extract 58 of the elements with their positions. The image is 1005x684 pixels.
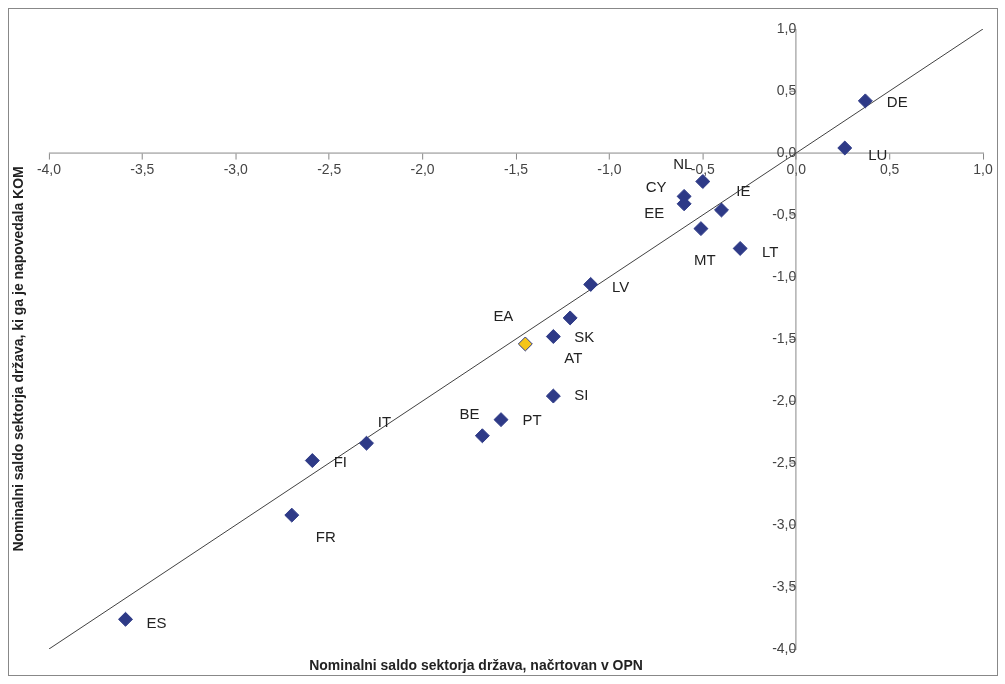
annotation: IE bbox=[736, 182, 751, 200]
y-tick-label: -0,5 bbox=[772, 205, 797, 222]
point bbox=[118, 611, 133, 627]
annotation: SI bbox=[574, 386, 589, 404]
annotation: SK bbox=[574, 328, 595, 345]
point bbox=[837, 140, 853, 156]
y-tick-label: -1,5 bbox=[772, 329, 797, 346]
x-tick-label: -1,0 bbox=[597, 161, 622, 178]
x-tick-label: -3,5 bbox=[130, 161, 155, 178]
point bbox=[562, 310, 578, 326]
point bbox=[284, 507, 300, 523]
point bbox=[857, 93, 873, 109]
y-tick-label: -3,0 bbox=[772, 515, 797, 532]
x-axis-title: Nominalni saldo sektorja država, načrtovan v OPN bbox=[309, 656, 643, 673]
annotation: NL bbox=[673, 154, 693, 172]
annotation: FI bbox=[333, 452, 347, 470]
annotation: MT bbox=[694, 250, 716, 268]
y-tick-label: 0,5 bbox=[776, 81, 797, 98]
annotation: IT bbox=[377, 413, 392, 431]
annotation: DE bbox=[886, 93, 908, 110]
annotation: FR bbox=[315, 528, 336, 546]
annotation: BE bbox=[459, 404, 480, 422]
annotation: CY bbox=[645, 177, 667, 195]
y-axis-title: Nominalni saldo sektorja država, ki ga je napovedala KOM bbox=[9, 166, 26, 552]
x-tick-label: -0,5 bbox=[690, 161, 716, 178]
y-tick-label: -4,0 bbox=[772, 639, 797, 656]
point bbox=[583, 276, 599, 292]
point bbox=[545, 329, 561, 345]
point bbox=[359, 435, 374, 451]
annotation: PT bbox=[522, 410, 542, 428]
y-tick-label: -2,0 bbox=[772, 391, 797, 408]
x-tick-label: 1,0 bbox=[973, 161, 993, 178]
x-tick-label: -2,5 bbox=[317, 161, 342, 178]
annotation: EA bbox=[493, 307, 514, 325]
x-tick-label: -2,0 bbox=[410, 161, 435, 178]
y-tick-label: 1,0 bbox=[776, 19, 797, 36]
annotation: AT bbox=[564, 348, 583, 366]
x-tick-label: -4,0 bbox=[36, 161, 62, 178]
annotation: LT bbox=[761, 242, 779, 260]
point bbox=[474, 428, 490, 444]
point bbox=[693, 221, 709, 237]
point bbox=[713, 202, 729, 218]
annotation: EE bbox=[644, 203, 665, 221]
point bbox=[304, 453, 320, 469]
annotation: ES bbox=[146, 614, 167, 632]
y-tick-label: 0,0 bbox=[776, 143, 797, 160]
point bbox=[545, 388, 561, 404]
y-tick-label: -3,5 bbox=[772, 577, 797, 594]
annotation: LV bbox=[612, 277, 630, 295]
x-tick-label: 0,5 bbox=[879, 161, 900, 178]
point bbox=[493, 412, 509, 428]
y-tick-label: -1,0 bbox=[772, 267, 797, 284]
y-tick-label: -2,5 bbox=[772, 453, 797, 470]
point bbox=[517, 336, 533, 352]
point bbox=[732, 240, 748, 256]
annotation: LU bbox=[868, 146, 888, 164]
x-tick-label: -3,0 bbox=[223, 161, 249, 178]
x-tick-label: -1,5 bbox=[503, 161, 529, 178]
